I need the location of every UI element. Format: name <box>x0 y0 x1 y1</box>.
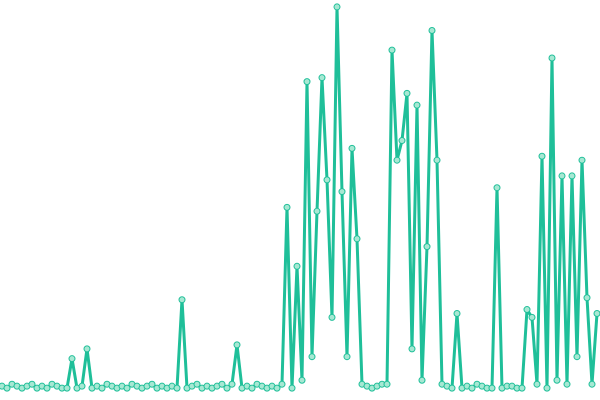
data-point <box>418 376 426 384</box>
data-point <box>233 341 241 349</box>
data-point <box>393 156 401 164</box>
data-point <box>338 188 346 196</box>
data-point <box>423 243 431 251</box>
data-point <box>563 380 571 388</box>
data-point <box>218 380 226 388</box>
data-point <box>293 262 301 270</box>
data-point <box>468 384 476 392</box>
data-point <box>28 380 36 388</box>
data-point <box>448 384 456 392</box>
data-point <box>593 309 600 317</box>
data-point <box>3 384 11 392</box>
data-point <box>228 380 236 388</box>
data-point <box>413 101 421 109</box>
data-point <box>318 74 326 82</box>
data-point <box>173 384 181 392</box>
data-point <box>313 207 321 215</box>
data-point <box>278 380 286 388</box>
data-point <box>43 384 51 392</box>
data-point <box>488 384 496 392</box>
data-point <box>578 156 586 164</box>
data-point <box>68 355 76 363</box>
data-point <box>178 296 186 304</box>
data-point <box>528 313 536 321</box>
data-point <box>523 306 531 314</box>
data-point <box>303 78 311 86</box>
data-point <box>433 156 441 164</box>
data-point <box>333 3 341 11</box>
data-point <box>248 384 256 392</box>
data-point <box>573 353 581 361</box>
data-point <box>123 384 131 392</box>
data-point <box>193 380 201 388</box>
data-point <box>383 380 391 388</box>
data-point <box>493 184 501 192</box>
data-point <box>98 384 106 392</box>
data-point <box>583 294 591 302</box>
data-point <box>283 203 291 211</box>
data-point <box>348 144 356 152</box>
data-point <box>398 137 406 145</box>
data-point <box>518 384 526 392</box>
data-point <box>538 152 546 160</box>
data-point <box>328 313 336 321</box>
data-point <box>323 176 331 184</box>
data-point <box>148 380 156 388</box>
data-point <box>408 345 416 353</box>
data-point <box>288 384 296 392</box>
data-point <box>543 384 551 392</box>
data-point <box>548 54 556 62</box>
data-point <box>83 345 91 353</box>
data-point <box>273 384 281 392</box>
data-point <box>308 353 316 361</box>
data-point <box>343 353 351 361</box>
data-point <box>298 376 306 384</box>
data-point <box>568 172 576 180</box>
data-point <box>388 46 396 54</box>
data-point <box>63 384 71 392</box>
data-point <box>553 376 561 384</box>
data-point <box>223 384 231 392</box>
data-point <box>588 380 596 388</box>
data-point <box>78 382 86 390</box>
series-line <box>1 5 599 390</box>
data-point <box>533 380 541 388</box>
data-point <box>403 89 411 97</box>
data-point <box>453 309 461 317</box>
data-point <box>558 172 566 180</box>
data-point <box>428 27 436 35</box>
data-point <box>353 235 361 243</box>
